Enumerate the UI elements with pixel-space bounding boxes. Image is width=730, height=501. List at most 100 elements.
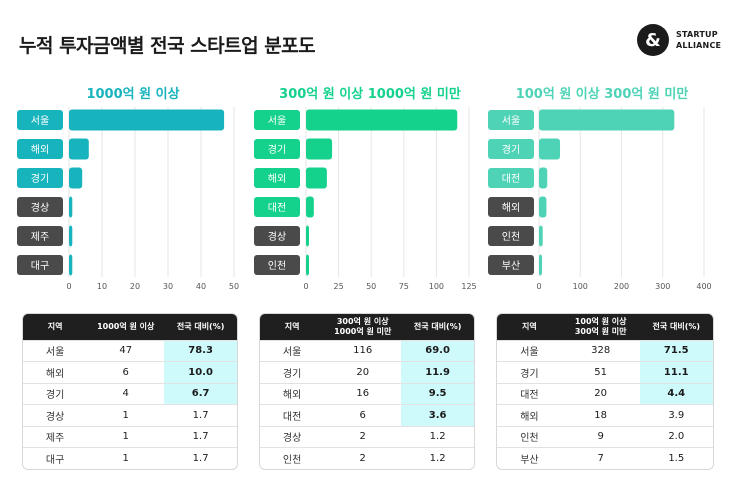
- region-cell: 해외: [23, 361, 88, 383]
- category-label: 대전: [268, 202, 286, 214]
- count-cell: 18: [561, 404, 640, 426]
- table-row: 경기 4 6.7: [23, 382, 237, 405]
- x-tick-label: 200: [614, 282, 629, 291]
- table-header-cell: 지역: [497, 314, 562, 340]
- category-label: 경상: [31, 201, 49, 214]
- bar: [69, 196, 73, 218]
- x-tick-label: 400: [696, 282, 711, 291]
- count-cell: 328: [561, 339, 640, 362]
- count-cell: 116: [324, 339, 402, 362]
- category-label-box: [17, 110, 63, 130]
- x-tick-label: 100: [429, 282, 444, 291]
- table-row: 경상 1 1.7: [23, 404, 237, 426]
- chart-title: 100억 원 이상 300억 원 미만: [516, 86, 689, 102]
- percent-cell: 9.5: [401, 382, 474, 405]
- percent-cell: 1.7: [164, 447, 237, 469]
- percent-cell: 1.2: [401, 447, 474, 469]
- percent-cell: 2.0: [639, 425, 713, 448]
- category-label-box: [254, 168, 300, 188]
- bar: [306, 167, 327, 189]
- category-label-box: [488, 139, 534, 159]
- table-header-cell: 전국 대비(%): [639, 314, 713, 340]
- category-label-box: [254, 139, 300, 159]
- count-cell: 1: [87, 447, 165, 469]
- table-row: 서울 328 71.5: [497, 339, 713, 362]
- table-row: 대구 1 1.7: [23, 447, 237, 469]
- count-cell: 20: [561, 382, 640, 405]
- x-tick-label: 25: [334, 282, 344, 291]
- category-label-box: [254, 110, 300, 130]
- percent-cell: 4.4: [639, 382, 713, 405]
- bar: [539, 167, 548, 189]
- x-tick-label: 50: [366, 282, 376, 291]
- table-header-cell: 1000억 원 이상: [87, 314, 165, 340]
- region-cell: 경상: [23, 404, 88, 426]
- chart-panel-3: 100억 원 이상 300억 원 미만 0 100 200 300 400 서울경기대전해외…: [488, 86, 712, 291]
- category-label: 해외: [31, 143, 49, 156]
- percent-cell: 10.0: [164, 361, 237, 383]
- bar: [306, 138, 333, 160]
- count-cell: 47: [87, 339, 165, 362]
- region-cell: 제주: [23, 425, 88, 448]
- x-tick-label: 75: [399, 282, 409, 291]
- logo-wordmark: STARTUP ALLIANCE: [676, 29, 721, 51]
- startup-alliance-logo: & STARTUP ALLIANCE: [636, 23, 726, 57]
- region-cell: 서울: [23, 339, 88, 362]
- table-row: 해외 6 10.0: [23, 361, 237, 383]
- table-header-cell: 전국 대비(%): [401, 314, 474, 340]
- category-label: 제주: [31, 231, 49, 243]
- count-cell: 4: [87, 382, 165, 405]
- category-label: 부산: [502, 260, 520, 272]
- percent-cell: 1.7: [164, 425, 237, 448]
- category-label: 인천: [268, 260, 286, 272]
- region-cell: 부산: [497, 447, 562, 469]
- percent-cell: 69.0: [401, 339, 474, 362]
- region-cell: 경기: [497, 361, 562, 383]
- category-label: 서울: [268, 115, 286, 127]
- table-row: 경기 20 11.9: [260, 361, 474, 383]
- count-cell: 51: [561, 361, 640, 383]
- count-cell: 6: [87, 361, 165, 383]
- table-header-cell: 300억 원 이상 1000억 원 미만: [324, 314, 402, 340]
- region-cell: 해외: [260, 382, 325, 405]
- category-label-box: [17, 197, 63, 217]
- percent-cell: 71.5: [639, 339, 713, 362]
- bar: [69, 254, 73, 276]
- count-cell: 20: [324, 361, 402, 383]
- region-cell: 서울: [260, 339, 325, 362]
- percent-cell: 1.5: [639, 447, 713, 469]
- count-cell: 1: [87, 425, 165, 448]
- chart-title: 1000억 원 이상: [86, 86, 179, 102]
- table-1000-plus: 지역 1000억 원 이상 전국 대비(%) 서울 47 78.3 해외 6 10.0 경기 4 6.…: [22, 313, 238, 470]
- percent-cell: 3.6: [401, 404, 474, 426]
- category-label: 서울: [31, 115, 49, 127]
- x-tick-label: 30: [163, 282, 173, 291]
- x-tick-label: 100: [573, 282, 588, 291]
- x-tick-label: 300: [655, 282, 670, 291]
- category-label-box: [17, 168, 63, 188]
- bar: [539, 254, 542, 276]
- category-label: 경기: [31, 172, 49, 185]
- table-header-cell: 지역: [23, 314, 88, 340]
- region-cell: 서울: [497, 339, 562, 362]
- count-cell: 6: [324, 404, 402, 426]
- count-cell: 7: [561, 447, 640, 469]
- category-label: 대전: [502, 173, 520, 185]
- category-label: 해외: [502, 201, 520, 214]
- page-title: 누적 투자금액별 전국 스타트업 분포도: [19, 35, 316, 57]
- count-cell: 2: [324, 425, 402, 448]
- percent-cell: 11.9: [401, 361, 474, 383]
- category-label: 경상: [268, 230, 286, 243]
- category-label-box: [488, 110, 534, 130]
- x-tick-label: 0: [66, 282, 71, 291]
- table-row: 해외 16 9.5: [260, 382, 474, 405]
- percent-cell: 78.3: [164, 339, 237, 362]
- bar: [539, 138, 561, 160]
- region-cell: 경기: [260, 361, 325, 383]
- count-cell: 16: [324, 382, 402, 405]
- bar: [306, 225, 309, 247]
- category-label-box: [17, 255, 63, 275]
- table-row: 부산 7 1.5: [497, 447, 713, 469]
- category-label-box: [254, 197, 300, 217]
